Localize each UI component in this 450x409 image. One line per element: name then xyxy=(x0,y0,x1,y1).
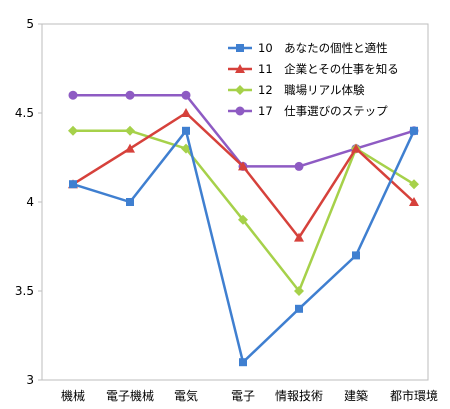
y-tick-label: 5 xyxy=(26,17,34,31)
x-axis-categories: 機械 電子機械 電気 電子 情報技術 建築 都市環境 xyxy=(61,388,438,403)
x-category-label: 情報技術 xyxy=(275,389,323,403)
data-point xyxy=(68,125,78,136)
data-point xyxy=(294,161,304,171)
y-tick-label: 4.5 xyxy=(15,106,34,120)
data-point xyxy=(126,198,134,206)
legend-item: 11 企業とその仕事を知る xyxy=(228,62,399,76)
data-point xyxy=(410,126,418,135)
data-point xyxy=(236,44,244,52)
data-point xyxy=(125,125,135,136)
legend-label: 12 職場リアル体験 xyxy=(258,83,365,97)
x-category-label: 建築 xyxy=(344,388,368,403)
x-category-label: 電気 xyxy=(174,388,198,403)
data-point xyxy=(294,286,304,296)
data-point xyxy=(235,64,245,73)
data-point xyxy=(351,143,361,153)
data-point xyxy=(409,197,419,206)
series xyxy=(68,125,419,296)
data-point xyxy=(295,304,303,313)
data-point xyxy=(181,90,191,100)
y-axis-ticks: 3 3.5 4 4.5 5 xyxy=(15,17,42,387)
data-point xyxy=(238,161,248,171)
data-point xyxy=(409,179,419,190)
x-category-label: 電子 xyxy=(231,389,255,403)
data-point xyxy=(182,126,190,135)
legend-label: 11 企業とその仕事を知る xyxy=(258,62,399,76)
data-point xyxy=(68,90,78,100)
legend: 10 あなたの個性と適性 11 企業とその仕事を知る 12 職場リアル体験 17 仕事… xyxy=(228,41,399,118)
data-point xyxy=(352,251,360,260)
legend-item: 17 仕事選びのステップ xyxy=(228,104,388,118)
data-point xyxy=(181,108,191,117)
data-point xyxy=(235,85,245,95)
x-category-label: 機械 xyxy=(61,388,85,403)
data-point xyxy=(69,180,77,189)
data-point xyxy=(294,232,304,242)
data-point xyxy=(235,106,245,116)
series-lines xyxy=(68,90,419,367)
legend-item: 10 あなたの個性と適性 xyxy=(228,41,388,55)
data-point xyxy=(238,214,248,225)
y-tick-label: 4 xyxy=(26,195,34,209)
x-category-label: 都市環境 xyxy=(390,388,438,403)
legend-label: 17 仕事選びのステップ xyxy=(258,104,388,118)
legend-item: 12 職場リアル体験 xyxy=(228,83,365,97)
legend-label: 10 あなたの個性と適性 xyxy=(258,41,388,55)
y-tick-label: 3.5 xyxy=(15,284,34,298)
data-point xyxy=(125,143,135,153)
data-point xyxy=(125,90,135,100)
series xyxy=(69,126,418,367)
x-category-label: 電子機械 xyxy=(106,388,154,403)
y-tick-label: 3 xyxy=(26,373,34,387)
data-point xyxy=(239,358,247,367)
